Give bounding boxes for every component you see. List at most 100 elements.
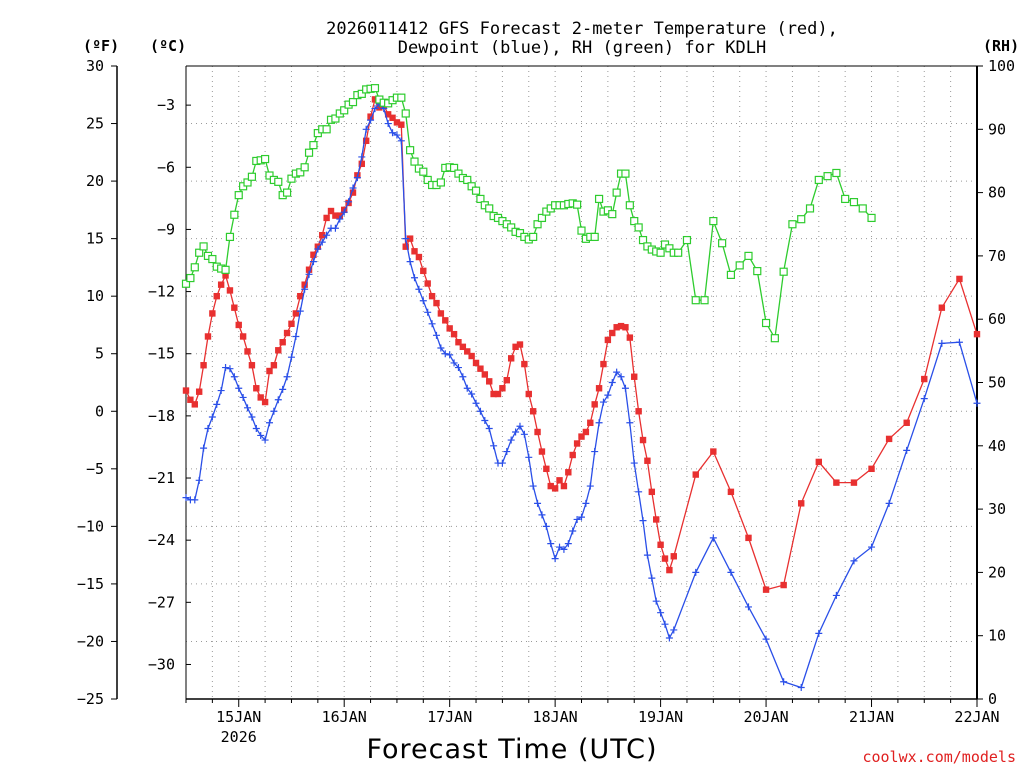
dewpoint-point bbox=[270, 407, 278, 415]
temperature-point bbox=[635, 408, 642, 415]
temperature-point bbox=[231, 304, 238, 311]
temperature-point bbox=[442, 317, 449, 324]
dewpoint-point bbox=[490, 442, 498, 450]
dewpoint-point bbox=[652, 597, 660, 605]
temperature-point bbox=[384, 111, 392, 118]
dewpoint-point bbox=[292, 332, 300, 340]
temperature-point bbox=[653, 516, 660, 523]
temperature-point bbox=[332, 212, 339, 219]
dewpoint-point bbox=[345, 198, 353, 206]
dewpoint-point bbox=[331, 224, 339, 232]
rh-point bbox=[265, 171, 274, 180]
temperature-point bbox=[270, 362, 278, 369]
rh-point bbox=[779, 267, 788, 276]
x-tick-label: 15JAN bbox=[216, 708, 261, 726]
dewpoint-point bbox=[547, 540, 555, 548]
dewpoint-point bbox=[472, 399, 480, 407]
dewpoint-point bbox=[617, 373, 625, 381]
temperature-point bbox=[472, 359, 480, 367]
dewpoint-point bbox=[367, 116, 375, 124]
rh-point bbox=[485, 204, 494, 213]
rh-point bbox=[181, 279, 191, 288]
rh-point bbox=[529, 232, 538, 242]
temperature-point bbox=[244, 348, 251, 355]
temperature-point bbox=[279, 339, 286, 346]
chart-title-line2: Dewpoint (blue), RH (green) for KDLH bbox=[398, 38, 766, 58]
temperature-point bbox=[187, 396, 194, 403]
rh-point bbox=[788, 220, 797, 229]
temperature-point bbox=[455, 339, 462, 346]
dewpoint-point bbox=[191, 496, 199, 504]
dewpoint-point bbox=[665, 634, 673, 642]
dewpoint-point bbox=[635, 488, 643, 496]
dewpoint-point bbox=[643, 551, 651, 559]
dewpoint-point bbox=[569, 527, 577, 535]
temperature-point bbox=[868, 465, 875, 473]
dewpoint-point bbox=[411, 274, 419, 282]
x-axis-title: Forecast Time (UTC) bbox=[366, 734, 657, 765]
fahrenheit-tick-label: 15 bbox=[86, 230, 104, 248]
temperature-point bbox=[613, 324, 620, 331]
dewpoint-point bbox=[239, 393, 247, 401]
temperature-point bbox=[560, 482, 568, 490]
rh-point bbox=[533, 220, 542, 229]
temperature-point bbox=[393, 119, 401, 126]
rh-point bbox=[357, 89, 366, 98]
dewpoint-point bbox=[353, 174, 361, 182]
dewpoint-point bbox=[920, 395, 928, 403]
rh-point bbox=[463, 175, 472, 185]
rh-point bbox=[436, 178, 445, 187]
temperature-point bbox=[406, 235, 414, 242]
series-rh bbox=[181, 84, 876, 343]
temperature-point bbox=[301, 281, 308, 288]
temperature-point bbox=[415, 253, 423, 261]
dewpoint-point bbox=[358, 153, 366, 161]
dewpoint-point bbox=[560, 545, 568, 553]
dewpoint-point bbox=[538, 511, 546, 519]
temperature-point bbox=[261, 398, 269, 406]
dewpoint-point bbox=[446, 351, 454, 359]
dewpoint-point bbox=[406, 258, 414, 266]
temperature-point bbox=[507, 355, 515, 362]
dewpoint-point bbox=[213, 400, 221, 408]
rh-point bbox=[199, 242, 208, 251]
fahrenheit-tick-label: −20 bbox=[77, 632, 104, 650]
dewpoint-point bbox=[476, 407, 484, 415]
temperature-point bbox=[666, 566, 673, 574]
temperature-point bbox=[956, 275, 963, 283]
dewpoint-point bbox=[692, 568, 700, 576]
fahrenheit-tick-label: −15 bbox=[77, 575, 104, 593]
rh-tick-label: 10 bbox=[988, 627, 1006, 645]
dewpoint-point bbox=[551, 555, 559, 563]
rh-point bbox=[718, 239, 727, 248]
temperature-point bbox=[582, 428, 590, 436]
temperature-point bbox=[253, 385, 260, 392]
fahrenheit-tick-label: 5 bbox=[95, 345, 104, 363]
temperature-point bbox=[204, 333, 212, 340]
fahrenheit-tick-label: 10 bbox=[86, 287, 104, 305]
rh-point bbox=[243, 178, 252, 187]
rh-point bbox=[753, 266, 762, 276]
temperature-point bbox=[573, 440, 581, 447]
rh-point bbox=[691, 296, 700, 305]
rh-tick-label: 30 bbox=[988, 500, 1006, 518]
dewpoint-point bbox=[498, 459, 506, 467]
rh-point bbox=[247, 172, 257, 181]
temperature-point bbox=[525, 390, 532, 398]
dewpoint-point bbox=[885, 499, 893, 507]
dewpoint-point bbox=[402, 235, 410, 243]
temperature-point bbox=[565, 469, 572, 476]
dewpoint-point bbox=[182, 494, 190, 502]
temperature-point bbox=[600, 360, 607, 368]
dewpoint-point bbox=[279, 385, 287, 393]
celsius-tick-label: −12 bbox=[148, 283, 175, 301]
dewpoint-point bbox=[512, 428, 520, 436]
dewpoint-point bbox=[261, 436, 269, 444]
dewpoint-point bbox=[670, 626, 678, 634]
temperature-point bbox=[780, 581, 787, 589]
rh-point bbox=[186, 273, 195, 283]
dewpoint-point bbox=[230, 373, 238, 381]
temperature-point bbox=[213, 292, 220, 300]
temperature-point bbox=[235, 321, 242, 329]
dewpoint-point bbox=[419, 297, 427, 305]
